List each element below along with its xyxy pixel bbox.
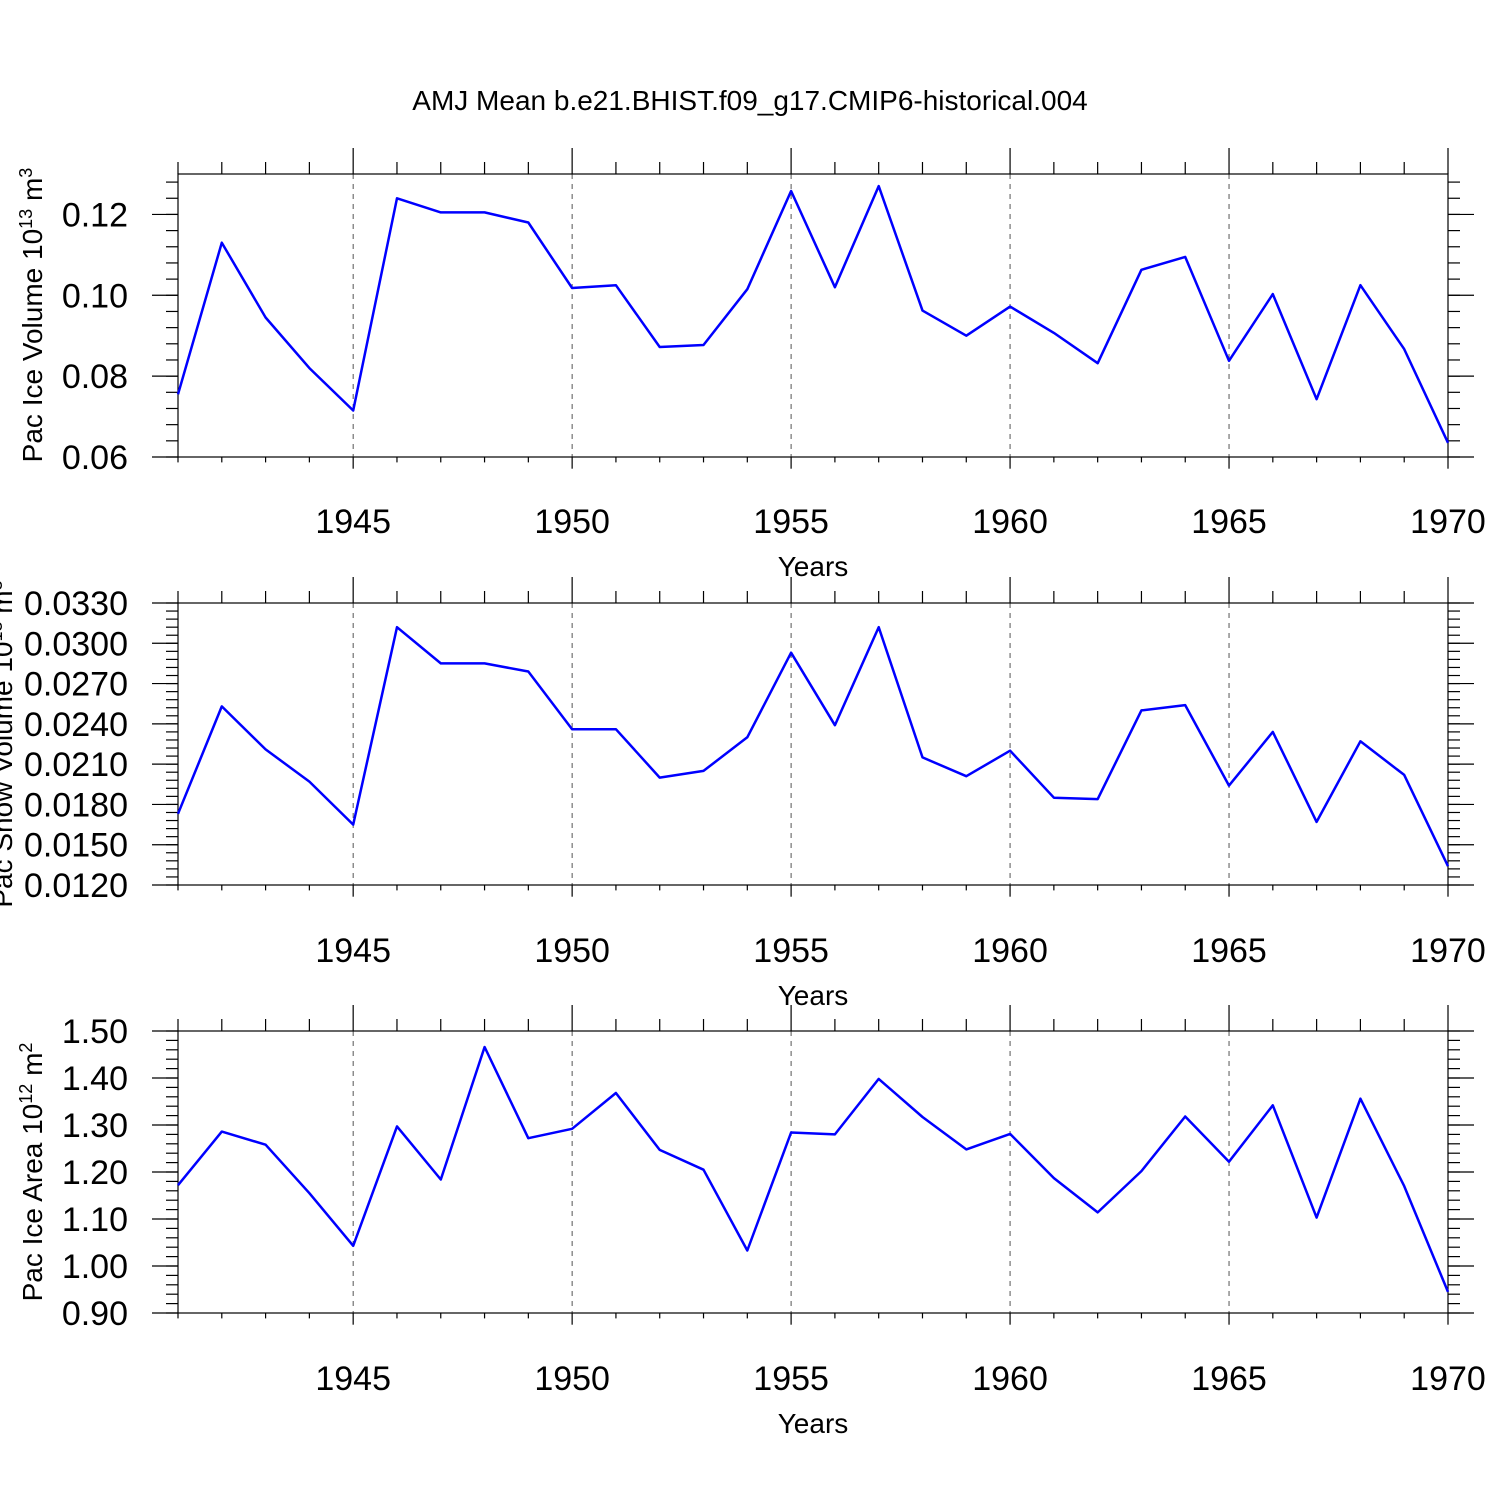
- y-tick-label: 0.0270: [24, 666, 128, 704]
- y-tick-label: 0.90: [62, 1295, 128, 1333]
- plot-frame: [177, 602, 1449, 886]
- x-tick-label: 1965: [1191, 1360, 1267, 1398]
- series-line: [176, 184, 1450, 444]
- y-axis-title: Pac Ice Area 1012 m2: [16, 1043, 48, 1302]
- plot-frame: [177, 173, 1449, 458]
- x-tick-label: 1945: [315, 503, 391, 541]
- x-tick-label: 1970: [1410, 932, 1486, 970]
- y-tick-label: 0.06: [62, 439, 128, 477]
- y-tick-label: 0.0330: [24, 585, 128, 623]
- y-tick-label: 0.0240: [24, 706, 128, 744]
- y-tick-label: 1.40: [62, 1060, 128, 1098]
- y-tick-label: 0.0210: [24, 746, 128, 784]
- y-tick-label: 0.08: [62, 358, 128, 396]
- y-axis-title: Pac Ice Volume 1013 m3: [16, 168, 48, 463]
- x-tick-label: 1970: [1410, 503, 1486, 541]
- x-tick-label: 1960: [972, 503, 1048, 541]
- y-tick-label: 0.0180: [24, 786, 128, 824]
- y-axis-title: Pac Snow Volume 1013 m3: [0, 580, 18, 907]
- figure-title: AMJ Mean b.e21.BHIST.f09_g17.CMIP6-histo…: [412, 85, 1087, 116]
- y-tick-label: 1.10: [62, 1201, 128, 1239]
- chart-panel-3: 1945 1950 1955 1960 1965 1970 Years 0.90 1.00 1.1…: [16, 1005, 1486, 1439]
- y-tick-label: 1.00: [62, 1248, 128, 1286]
- y-tick-label: 1.20: [62, 1154, 128, 1192]
- x-axis-title: Years: [778, 551, 849, 582]
- x-tick-label: 1955: [753, 1360, 829, 1398]
- x-tick-label: 1955: [753, 932, 829, 970]
- x-axis-title: Years: [778, 980, 849, 1011]
- series-line: [176, 625, 1450, 867]
- y-tick-label: 0.0120: [24, 867, 128, 905]
- y-tick-label: 0.0300: [24, 625, 128, 663]
- y-tick-label: 0.10: [62, 277, 128, 315]
- x-tick-label: 1960: [972, 932, 1048, 970]
- y-tick-label: 1.50: [62, 1013, 128, 1051]
- chart-panel-1: 1945 1950 1955 1960 1965 1970 Years 0.06 0.08 0.1…: [16, 148, 1486, 582]
- x-axis-title: Years: [778, 1408, 849, 1439]
- series-line: [177, 1045, 1450, 1293]
- x-tick-label: 1955: [753, 503, 829, 541]
- x-tick-label: 1970: [1410, 1360, 1486, 1398]
- y-tick-label: 0.12: [62, 196, 128, 234]
- x-tick-label: 1945: [315, 1360, 391, 1398]
- x-tick-label: 1945: [315, 932, 391, 970]
- chart-panel-2: 1945 1950 1955 1960 1965 1970 Years 0.01200.015…: [0, 577, 1486, 1011]
- x-tick-label: 1950: [534, 1360, 610, 1398]
- x-tick-label: 1950: [534, 503, 610, 541]
- x-tick-label: 1950: [534, 932, 610, 970]
- y-tick-label: 1.30: [62, 1107, 128, 1145]
- x-tick-label: 1965: [1191, 932, 1267, 970]
- y-tick-label: 0.0150: [24, 827, 128, 865]
- x-tick-label: 1960: [972, 1360, 1048, 1398]
- x-tick-label: 1965: [1191, 503, 1267, 541]
- plot-frame: [177, 1030, 1449, 1314]
